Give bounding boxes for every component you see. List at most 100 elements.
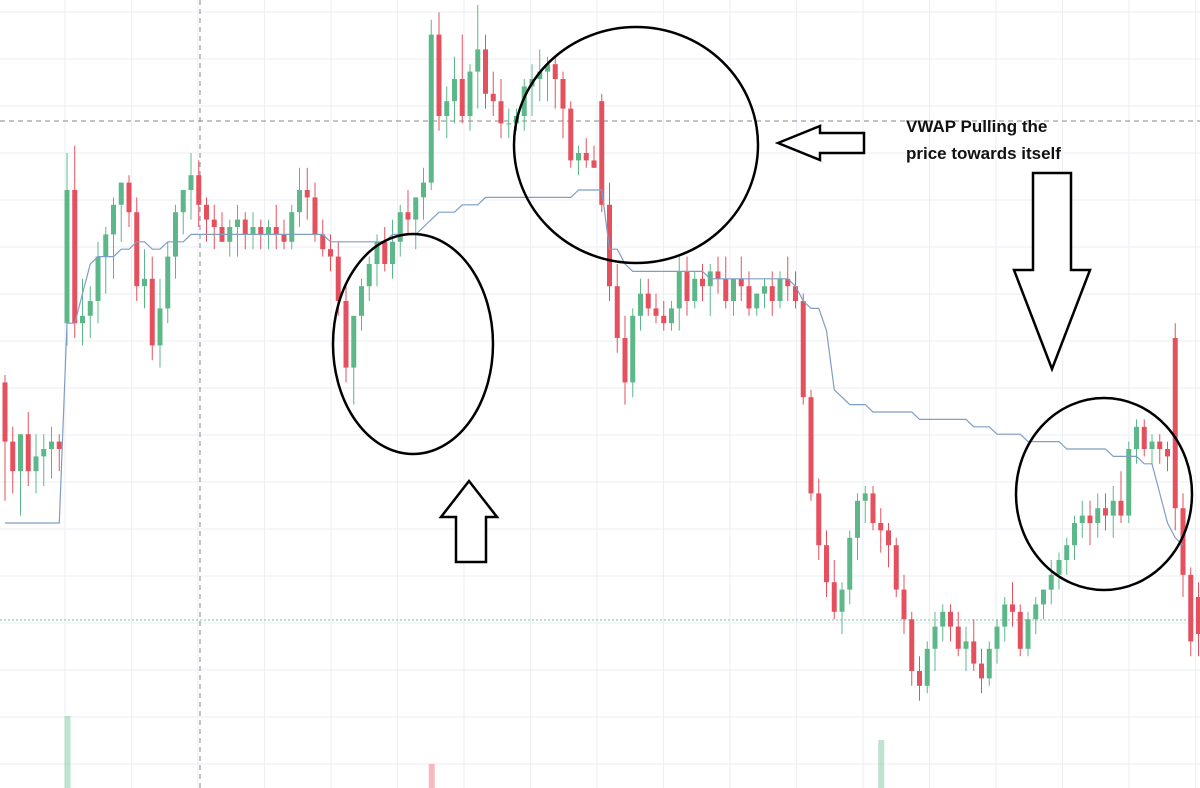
candle-body bbox=[622, 338, 628, 383]
candle bbox=[862, 486, 868, 523]
candle bbox=[917, 656, 922, 701]
annotation-line-1: VWAP Pulling the bbox=[906, 117, 1047, 136]
candle bbox=[273, 204, 279, 250]
candle-body bbox=[777, 278, 783, 301]
candle bbox=[149, 256, 155, 361]
candle bbox=[250, 212, 256, 250]
candle-body bbox=[173, 212, 178, 257]
candle-body bbox=[18, 434, 23, 472]
candle bbox=[707, 264, 713, 316]
candle bbox=[824, 530, 829, 597]
candle bbox=[653, 293, 659, 324]
candle-body bbox=[870, 493, 876, 523]
candle-body bbox=[731, 278, 736, 301]
candle bbox=[72, 145, 78, 338]
candle bbox=[304, 167, 310, 220]
candle bbox=[816, 478, 822, 560]
annotations: VWAP Pulling the price towards itself bbox=[331, 25, 1194, 592]
candle-body bbox=[87, 301, 93, 316]
candle-body bbox=[490, 93, 496, 102]
candle-body bbox=[1188, 574, 1194, 642]
candle-body bbox=[862, 493, 868, 501]
candle-body bbox=[901, 589, 907, 620]
candle bbox=[111, 197, 116, 279]
candle-body bbox=[498, 101, 504, 124]
candle-body bbox=[816, 493, 822, 546]
candle bbox=[661, 301, 667, 331]
candle bbox=[188, 153, 194, 220]
candle-body bbox=[785, 278, 791, 287]
candle-body bbox=[467, 71, 473, 116]
candle bbox=[568, 101, 574, 168]
candle-body bbox=[196, 175, 202, 205]
candle bbox=[328, 234, 333, 272]
candle-body bbox=[41, 449, 47, 457]
candle bbox=[475, 5, 481, 109]
candle-body bbox=[304, 190, 310, 198]
candle bbox=[963, 626, 969, 671]
candle-body bbox=[242, 219, 248, 235]
candle-body bbox=[769, 286, 775, 301]
candle bbox=[932, 611, 938, 671]
volume-bars bbox=[64, 716, 885, 788]
candle bbox=[351, 315, 357, 405]
candle bbox=[165, 241, 171, 324]
candle-body bbox=[273, 227, 279, 235]
candle-body bbox=[948, 611, 953, 627]
candle bbox=[483, 34, 488, 109]
candle bbox=[25, 412, 31, 486]
candle bbox=[1126, 441, 1132, 523]
candle-body bbox=[715, 271, 721, 279]
candle bbox=[800, 293, 806, 405]
candle bbox=[855, 493, 860, 560]
candle bbox=[1141, 419, 1147, 457]
candle-body bbox=[204, 204, 209, 220]
candle-body bbox=[111, 204, 116, 235]
candle-body bbox=[335, 256, 341, 301]
vwap-line bbox=[5, 189, 1184, 546]
candle-body bbox=[1041, 589, 1046, 605]
candle bbox=[374, 234, 380, 287]
candle-body bbox=[312, 197, 318, 235]
candle-body bbox=[700, 278, 705, 287]
candle bbox=[242, 212, 248, 250]
candle-body bbox=[676, 271, 682, 309]
candle-body bbox=[475, 49, 481, 72]
candle bbox=[839, 582, 845, 634]
candle-body bbox=[1064, 545, 1070, 560]
annotation-line-2: price towards itself bbox=[906, 144, 1061, 163]
candle bbox=[622, 315, 628, 405]
candle-body bbox=[1017, 611, 1023, 649]
candle-body bbox=[421, 182, 426, 198]
candle bbox=[49, 426, 54, 479]
candle bbox=[1110, 486, 1116, 538]
candle-body bbox=[940, 611, 946, 627]
candle bbox=[715, 256, 721, 294]
candle-body bbox=[909, 619, 915, 671]
candle-body bbox=[343, 301, 349, 368]
candle-body bbox=[521, 86, 527, 116]
candle bbox=[211, 204, 217, 250]
candle-body bbox=[428, 34, 434, 183]
candle bbox=[359, 278, 364, 331]
candle-body bbox=[281, 234, 287, 242]
candle-body bbox=[855, 500, 860, 538]
candle-body bbox=[847, 537, 853, 590]
candle bbox=[777, 271, 783, 309]
candle-body bbox=[1141, 426, 1147, 449]
candle bbox=[95, 241, 101, 324]
candle-body bbox=[103, 234, 109, 257]
candle-body bbox=[839, 589, 845, 612]
candle bbox=[1033, 597, 1039, 634]
candle-body bbox=[738, 278, 744, 287]
candle bbox=[1157, 434, 1163, 464]
candle-body bbox=[1110, 500, 1116, 516]
candle-body bbox=[684, 271, 690, 301]
candle-body bbox=[250, 227, 256, 235]
candle-body bbox=[25, 434, 31, 472]
candle-body bbox=[366, 264, 372, 287]
candle-body bbox=[1056, 560, 1062, 575]
candle-body bbox=[165, 256, 171, 309]
